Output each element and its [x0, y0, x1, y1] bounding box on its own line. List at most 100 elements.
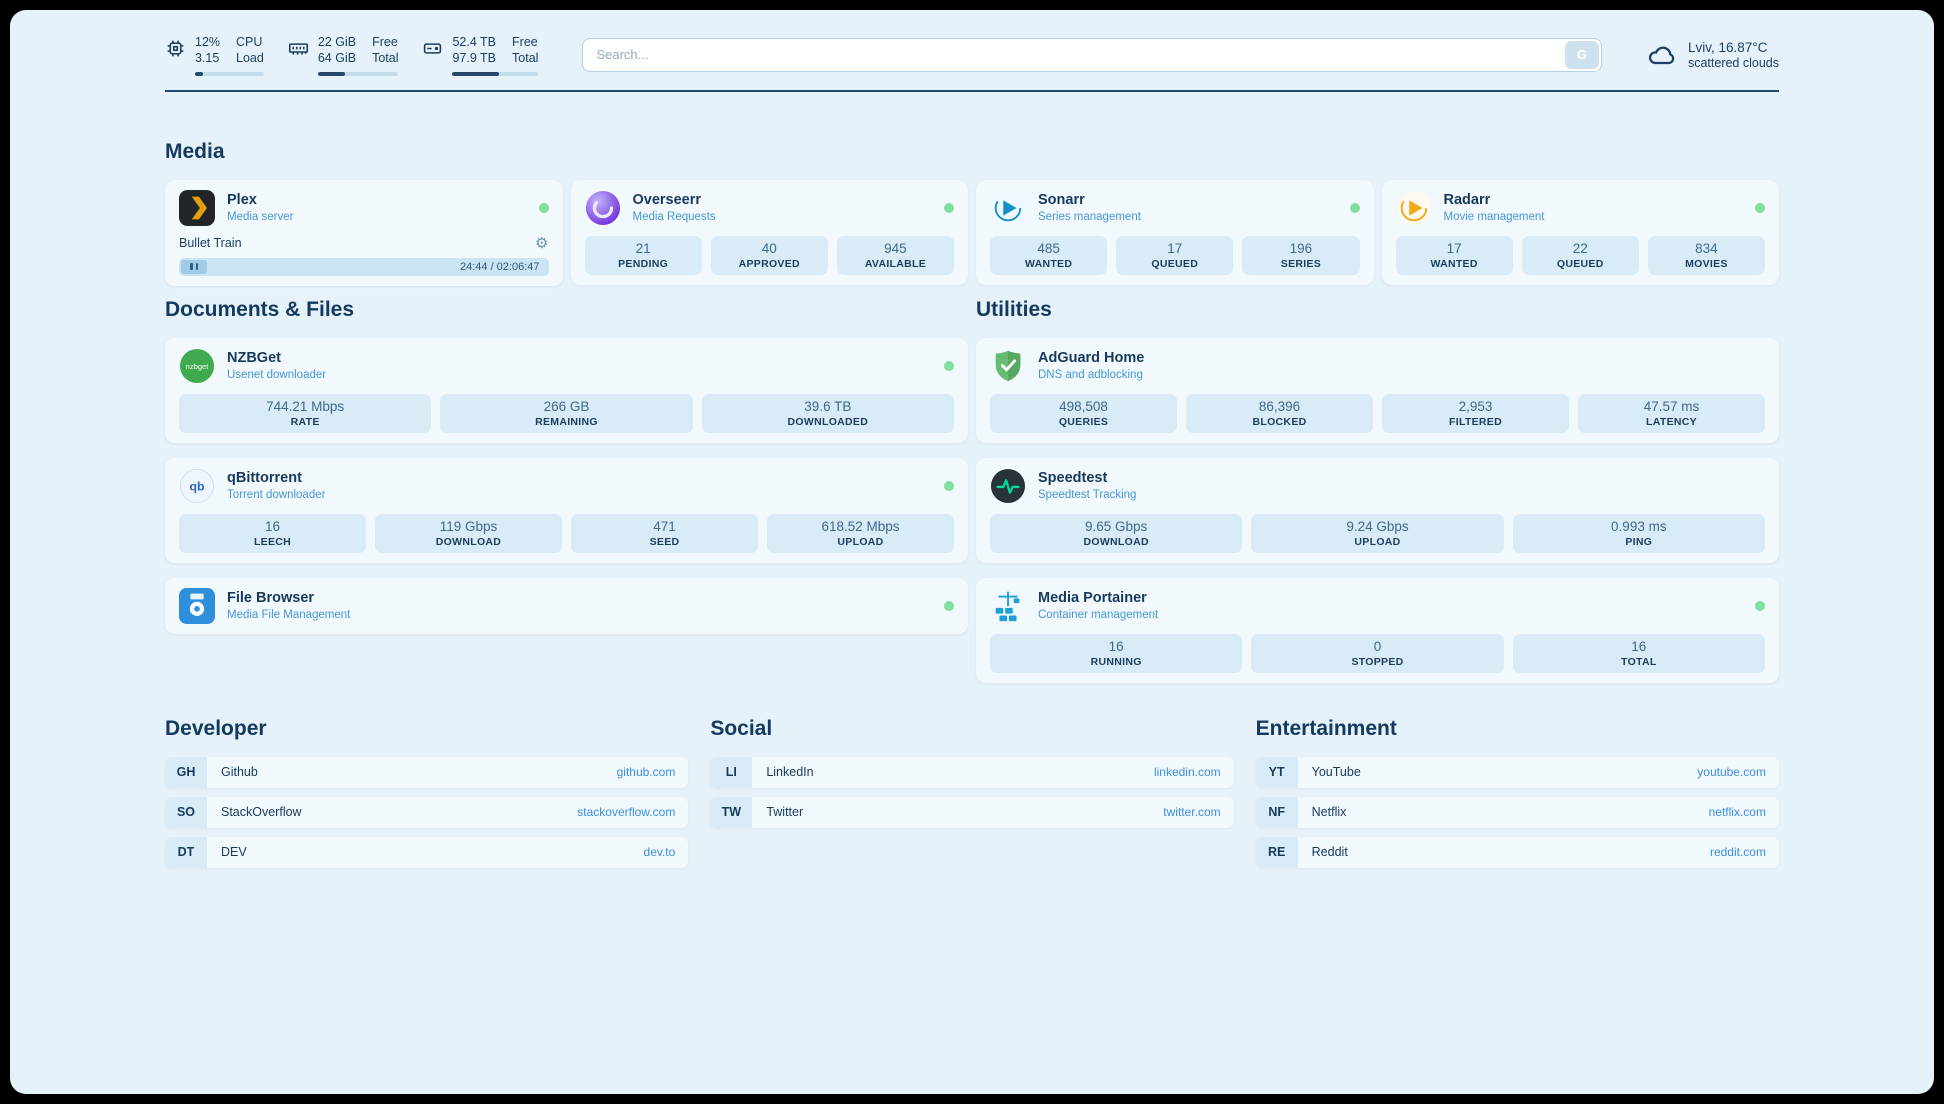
bookmark-url[interactable]: youtube.com [1697, 765, 1766, 779]
disk-total-value: 97.9 TB [452, 51, 497, 66]
service-card-overseerr[interactable]: Overseerr Media Requests 21 PENDING 40 A… [570, 179, 968, 285]
disk-progress-bar [452, 71, 539, 76]
bookmark-abbr: GH [165, 756, 207, 788]
playback-progress-bar[interactable]: 24:44 / 02:06:47 [179, 257, 549, 276]
stat-label: LEECH [253, 535, 292, 548]
stat-label: MOVIES [1685, 257, 1728, 270]
search-input[interactable] [582, 37, 1602, 72]
stat-label: LATENCY [1646, 415, 1697, 428]
section-title-developer: Developer [165, 716, 267, 740]
stat-label: UPLOAD [837, 535, 884, 548]
service-card-sonarr[interactable]: Sonarr Series management 485 WANTED 17 Q… [976, 179, 1374, 285]
playback-time: 24:44 / 02:06:47 [459, 260, 540, 273]
bookmark-linkedin[interactable]: LI LinkedIn linkedin.com [710, 756, 1234, 788]
bookmark-url[interactable]: stackoverflow.com [577, 805, 676, 819]
stat-series: 196 SERIES [1242, 235, 1360, 275]
stat-label: QUEUED [1151, 257, 1199, 270]
service-subtitle: DNS and adblocking [1038, 369, 1143, 381]
section-documents: Documents & Files nzbget NZBGet Usenet d… [165, 298, 968, 634]
cpu-icon [165, 38, 186, 59]
stat-value: 119 Gbps [439, 518, 498, 534]
memory-icon [288, 38, 309, 59]
service-name: NZBGet [227, 350, 281, 366]
pause-button[interactable] [181, 259, 207, 274]
service-card-plex[interactable]: Plex Media server Bullet Train ⚙ 24:44 /… [165, 179, 563, 286]
stat-remaining: 266 GB REMAINING [440, 393, 693, 433]
service-card-qbittorrent[interactable]: qb qBittorrent Torrent downloader 16 [165, 457, 968, 563]
service-subtitle: Usenet downloader [227, 369, 327, 381]
stat-value: 86,396 [1258, 398, 1301, 414]
stat-label: TOTAL [1621, 655, 1657, 668]
bookmark-name: Netflix [1311, 805, 1347, 819]
bookmark-abbr: SO [165, 796, 207, 828]
filebrowser-icon [179, 587, 215, 624]
section-title-documents: Documents & Files [165, 297, 355, 321]
adguard-icon [990, 348, 1026, 384]
stat-label: RUNNING [1090, 655, 1142, 668]
stat-label: SERIES [1280, 257, 1322, 270]
bookmark-url[interactable]: dev.to [643, 845, 676, 859]
bookmark-twitter[interactable]: TW Twitter twitter.com [710, 796, 1234, 828]
status-online-dot [1755, 600, 1765, 611]
service-card-nzbget[interactable]: nzbget NZBGet Usenet downloader 744.21 M… [165, 337, 968, 443]
bookmark-url[interactable]: twitter.com [1163, 805, 1221, 819]
memory-label-2: Total [372, 51, 399, 66]
bookmark-reddit[interactable]: RE Reddit reddit.com [1255, 836, 1779, 868]
section-entertainment: Entertainment YT YouTube youtube.com NF … [1255, 717, 1779, 877]
service-name: File Browser [227, 590, 315, 606]
stat-value: 0.993 ms [1611, 518, 1667, 534]
service-subtitle: Series management [1038, 211, 1141, 223]
service-card-adguard[interactable]: AdGuard Home DNS and adblocking 498,508 … [976, 337, 1779, 443]
stat-value: 40 [761, 240, 777, 256]
stat-filtered: 2,953 FILTERED [1382, 393, 1569, 433]
settings-gear-icon[interactable]: ⚙ [535, 234, 549, 252]
stat-value: 39.6 TB [804, 398, 852, 414]
service-card-filebrowser[interactable]: File Browser Media File Management [165, 577, 968, 634]
bookmark-url[interactable]: linkedin.com [1153, 765, 1221, 779]
service-name: Sonarr [1038, 192, 1085, 208]
status-online-dot [1755, 202, 1765, 213]
bookmark-name: Github [221, 765, 258, 779]
bookmark-netflix[interactable]: NF Netflix netflix.com [1255, 796, 1779, 828]
stat-queries: 498,508 QUERIES [990, 393, 1177, 433]
stat-label: FILTERED [1449, 415, 1502, 428]
bookmark-url[interactable]: github.com [616, 765, 676, 779]
stat-value: 744.21 Mbps [266, 398, 345, 414]
system-widgets: 12% 3.15 CPU Load [165, 34, 539, 76]
stat-wanted: 485 WANTED [990, 235, 1108, 275]
bookmark-youtube[interactable]: YT YouTube youtube.com [1255, 756, 1779, 788]
bookmark-stackoverflow[interactable]: SO StackOverflow stackoverflow.com [165, 796, 689, 828]
stat-latency: 47.57 ms LATENCY [1578, 393, 1765, 433]
service-card-radarr[interactable]: Radarr Movie management 17 WANTED 22 QUE… [1381, 179, 1779, 285]
section-title-utilities: Utilities [976, 297, 1052, 321]
stat-value: 266 GB [543, 398, 590, 414]
stat-pending: 21 PENDING [584, 235, 702, 275]
service-card-portainer[interactable]: Media Portainer Container management 16 … [976, 577, 1779, 683]
service-subtitle: Torrent downloader [227, 489, 326, 501]
section-social: Social LI LinkedIn linkedin.com TW Twitt… [710, 717, 1234, 837]
stat-value: 16 [1631, 638, 1647, 654]
bookmark-abbr: TW [710, 796, 753, 828]
service-name: Speedtest [1038, 470, 1108, 486]
stat-downloaded: 39.6 TB DOWNLOADED [701, 393, 954, 433]
bookmark-name: Twitter [766, 805, 804, 819]
bookmark-abbr: DT [165, 836, 207, 868]
stat-value: 17 [1446, 240, 1462, 256]
stat-value: 498,508 [1059, 398, 1108, 414]
bookmark-dev[interactable]: DT DEV dev.to [165, 836, 689, 868]
status-online-dot [538, 202, 549, 213]
bookmark-url[interactable]: netflix.com [1708, 805, 1766, 819]
stat-label: SEED [649, 535, 680, 548]
cpu-progress-bar [195, 71, 264, 76]
stat-label: DOWNLOADED [787, 415, 869, 428]
google-search-button[interactable]: G [1564, 40, 1599, 69]
service-subtitle: Media File Management [227, 609, 351, 621]
service-card-speedtest[interactable]: Speedtest Speedtest Tracking 9.65 Gbps D… [976, 457, 1779, 563]
bookmark-url[interactable]: reddit.com [1709, 845, 1766, 859]
cloud-icon [1646, 39, 1678, 71]
bookmark-github[interactable]: GH Github github.com [165, 756, 689, 788]
stat-label: REMAINING [535, 415, 598, 428]
section-title-media: Media [165, 139, 225, 163]
bookmark-name: LinkedIn [766, 765, 814, 779]
status-online-dot [944, 202, 954, 213]
